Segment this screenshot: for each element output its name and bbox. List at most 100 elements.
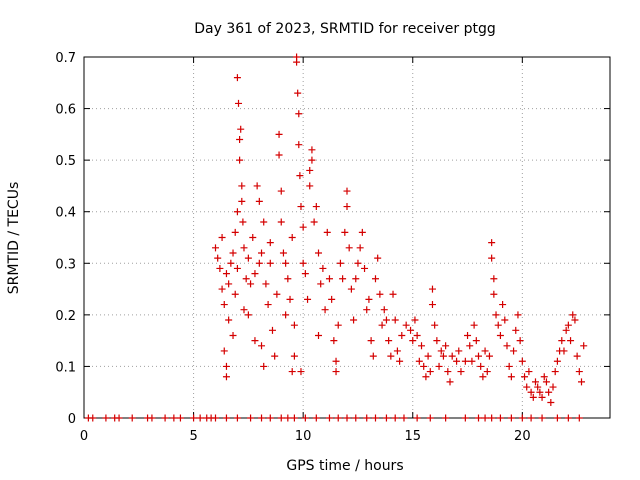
data-point — [282, 259, 290, 267]
data-point — [290, 352, 298, 360]
data-point — [512, 326, 520, 334]
data-point — [553, 414, 561, 422]
data-point — [238, 197, 246, 205]
data-point — [391, 316, 399, 324]
data-point — [354, 259, 362, 267]
data-point — [407, 326, 415, 334]
data-point — [308, 156, 316, 164]
data-point — [288, 368, 296, 376]
data-point — [277, 187, 285, 195]
data-point — [547, 399, 555, 407]
data-point — [297, 368, 305, 376]
data-point — [534, 383, 542, 391]
y-axis-label: SRMTID / TECUs — [6, 182, 22, 295]
data-point — [343, 414, 351, 422]
data-point — [176, 414, 184, 422]
data-point — [538, 414, 546, 422]
data-point — [562, 326, 570, 334]
data-point — [170, 414, 178, 422]
data-point — [426, 368, 434, 376]
data-point — [435, 362, 443, 370]
x-tick-label: 5 — [189, 429, 197, 444]
data-point — [564, 414, 572, 422]
data-point — [308, 146, 316, 154]
data-point — [378, 321, 386, 329]
data-point — [503, 342, 511, 350]
data-point — [345, 244, 353, 252]
data-point — [573, 352, 581, 360]
data-point — [310, 218, 318, 226]
data-point — [284, 275, 292, 283]
data-point — [251, 337, 259, 345]
data-point — [212, 414, 219, 422]
data-point — [290, 414, 298, 422]
data-point — [350, 316, 358, 324]
data-point — [490, 290, 498, 298]
data-point — [341, 228, 349, 236]
data-point — [330, 337, 338, 345]
data-point — [264, 301, 272, 309]
data-point — [258, 342, 266, 350]
data-point — [339, 275, 347, 283]
data-point — [529, 393, 537, 401]
data-point — [475, 414, 482, 422]
data-point — [490, 275, 498, 283]
data-point — [455, 347, 463, 355]
data-point — [332, 368, 340, 376]
chart-title: Day 361 of 2023, SRMTID for receiver ptg… — [194, 21, 496, 37]
data-point — [483, 368, 491, 376]
data-point — [560, 347, 568, 355]
data-point — [288, 234, 296, 241]
data-point — [439, 352, 447, 360]
data-point — [347, 285, 355, 293]
data-point — [218, 234, 226, 241]
x-tick-label: 15 — [404, 429, 421, 444]
data-point — [468, 357, 476, 365]
data-point — [536, 388, 544, 396]
y-tick-label: 0.5 — [55, 154, 76, 169]
data-point — [527, 388, 535, 396]
data-point — [358, 228, 366, 236]
data-point — [400, 414, 408, 422]
y-tick-label: 0.7 — [55, 51, 76, 66]
data-point — [431, 321, 439, 329]
data-point — [352, 275, 360, 283]
data-point — [453, 357, 461, 365]
data-point — [220, 301, 228, 309]
data-point — [393, 347, 401, 355]
data-point — [488, 239, 496, 247]
data-point — [514, 311, 522, 319]
data-point — [266, 239, 274, 247]
data-point — [420, 362, 428, 370]
data-point — [485, 352, 493, 360]
data-point — [475, 352, 482, 360]
data-point — [231, 290, 239, 298]
data-point — [328, 295, 336, 303]
data-point — [411, 316, 419, 324]
data-point — [297, 203, 305, 211]
data-point — [240, 244, 248, 252]
data-point — [437, 347, 445, 355]
data-point — [334, 321, 342, 329]
data-point — [369, 352, 377, 360]
y-tick-label: 0.3 — [55, 257, 76, 272]
data-point — [319, 264, 327, 272]
data-point — [488, 414, 496, 422]
data-points — [84, 53, 588, 422]
data-point — [325, 275, 333, 283]
data-point — [236, 136, 244, 144]
data-point — [385, 337, 393, 345]
data-point — [409, 337, 417, 345]
data-point — [229, 249, 237, 257]
data-point — [492, 311, 500, 319]
data-point — [448, 352, 456, 360]
data-point — [466, 342, 474, 350]
data-point — [433, 337, 441, 345]
data-point — [540, 373, 548, 381]
data-point — [233, 414, 241, 422]
data-point — [564, 321, 572, 329]
data-point — [277, 218, 285, 226]
data-point — [361, 264, 369, 272]
data-point — [115, 414, 123, 422]
